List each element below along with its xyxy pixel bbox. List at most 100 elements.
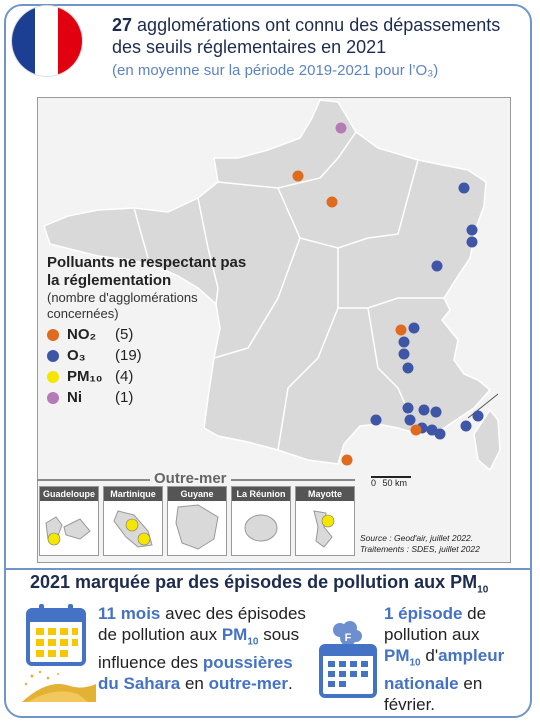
page-title: 27 agglomérations ont connu des dépassem… (112, 14, 522, 58)
outre-mer-insets: Outre-mer Guadeloupe Martinique Guyane L… (37, 470, 355, 562)
guadeloupe-shape (45, 516, 91, 546)
svg-text:F: F (345, 632, 352, 644)
agglomeration-dot-o3 (466, 236, 478, 248)
agglomeration-dot-no2 (326, 196, 338, 208)
inset-mayotte: Mayotte (295, 486, 355, 556)
legend-code: O₃ (67, 347, 86, 364)
agglomeration-dot-o3 (434, 428, 446, 440)
stat-months-text-4: . (287, 674, 293, 694)
agglomeration-dot-o3 (430, 406, 442, 418)
stat-months-value: 11 mois (98, 604, 161, 623)
source-line-1: Source : Geod'air, juillet 2022. (360, 533, 474, 543)
legend: Polluants ne respectant pas la réglement… (47, 254, 257, 406)
agglomeration-dot-ni (335, 122, 347, 134)
legend-count: (1) (115, 389, 134, 406)
stat-episode-text-1: de pollution aux (384, 604, 487, 644)
martinique-shape (113, 510, 153, 548)
pm-label: PM (221, 625, 248, 644)
agglomeration-dot-o3 (402, 402, 414, 414)
inset-label: Guyane (168, 487, 226, 501)
mayotte-shape (313, 510, 335, 548)
source-line-2: Traitements : SDES, juillet 2022 (360, 544, 480, 554)
section-title-sub: 10 (477, 584, 489, 596)
inset-guadeloupe: Guadeloupe (39, 486, 99, 556)
stat-months-text-1: avec des épisodes de pollution aux (98, 604, 306, 644)
scale-value: 50 km (382, 478, 408, 488)
title-text: agglomérations ont connu des dépassement… (112, 15, 501, 57)
agglomeration-dot-no2 (292, 170, 304, 182)
agglomeration-dot-o3 (466, 224, 478, 236)
agglomeration-dots (292, 122, 484, 466)
calendar-icon (26, 604, 86, 666)
no2-dot-icon (47, 328, 59, 341)
stat-months-text-2: sous influence des (98, 625, 300, 673)
stat-episode-pm: PM10 (384, 646, 421, 669)
inset-la-reunion: La Réunion (231, 486, 291, 556)
scale-zero: 0 (371, 478, 377, 488)
stat-months-highlight: poussières du Sahara (98, 653, 293, 694)
agglomeration-dot-o3 (458, 182, 470, 194)
section-title: 2021 marquée par des épisodes de polluti… (30, 572, 488, 596)
legend-subtitle: (nombre d'agglomérations concernées) (47, 290, 198, 321)
calendar-pollution-icon: F (319, 621, 377, 698)
section-title-text: 2021 marquée par des épisodes de polluti… (30, 572, 478, 592)
pm10-dot-icon (47, 370, 59, 383)
reunion-shape (244, 514, 278, 542)
legend-item-ni: Ni (1) (47, 389, 257, 406)
inset-label: Martinique (104, 487, 162, 501)
o3-dot-icon (47, 349, 59, 362)
legend-item-o3: O₃ (19) (47, 347, 257, 364)
section-divider (4, 568, 532, 570)
stat-episode-value: 1 épisode (384, 604, 463, 623)
agglomeration-dot-o3 (408, 322, 420, 334)
stat-months-text-3: en (184, 674, 204, 694)
inset-guyane: Guyane (167, 486, 227, 556)
map-svg (43, 99, 501, 472)
title-count: 27 (112, 15, 133, 35)
legend-code: PM₁₀ (67, 368, 103, 385)
legend-count: (5) (115, 326, 134, 343)
france-map (37, 97, 511, 563)
agglomeration-dot-o3 (398, 336, 410, 348)
legend-code: NO₂ (67, 326, 97, 343)
stat-episode-highlight: ampleur nationale (384, 646, 505, 694)
stat-months-pm: PM10 (221, 625, 259, 648)
agglomeration-dot-o3 (431, 260, 443, 272)
inset-martinique: Martinique (103, 486, 163, 556)
stat-episode-text-2: d' (425, 646, 439, 665)
scale-bar: 0 50 km (371, 472, 411, 488)
source-note: Source : Geod'air, juillet 2022. Traitem… (360, 533, 510, 555)
page-subtitle: (en moyenne sur la période 2019-2021 pou… (112, 62, 439, 79)
agglomeration-dot-o3 (402, 362, 414, 374)
agglomeration-dot-no2 (395, 324, 407, 336)
agglomeration-dot-no2 (341, 454, 353, 466)
legend-item-no2: NO₂ (5) (47, 326, 257, 343)
stat-episode: 1 épisode de pollution aux PM10 d'ampleu… (384, 603, 514, 715)
stat-months-highlight-2: outre-mer (208, 674, 288, 694)
agglomeration-dot-o3 (460, 420, 472, 432)
legend-count: (4) (115, 368, 134, 385)
legend-count: (19) (115, 347, 142, 364)
guyane-shape (175, 504, 219, 550)
legend-title: Polluants ne respectant pas la réglement… (47, 254, 247, 289)
stat-episode-text-3: en février. (384, 674, 483, 715)
inset-label: Guadeloupe (40, 487, 98, 501)
pm-sub: 10 (409, 657, 421, 669)
stat-months: 11 mois avec des épisodes de pollution a… (98, 603, 308, 694)
inset-label: Mayotte (296, 487, 354, 501)
pm-sub: 10 (247, 636, 259, 648)
outre-mer-label: Outre-mer (150, 470, 231, 487)
sahara-dune-icon (22, 670, 96, 702)
corsica-outline (473, 408, 501, 472)
legend-code: Ni (67, 389, 82, 406)
agglomeration-dot-o3 (398, 348, 410, 360)
pm-label: PM (384, 646, 410, 665)
french-flag-icon (12, 6, 82, 76)
france-outline (43, 99, 492, 465)
scale-line (371, 472, 411, 478)
agglomeration-dot-o3 (472, 410, 484, 422)
agglomeration-dot-o3 (404, 414, 416, 426)
agglomeration-dot-no2 (410, 424, 422, 436)
legend-item-pm10: PM₁₀ (4) (47, 368, 257, 385)
agglomeration-dot-o3 (418, 404, 430, 416)
